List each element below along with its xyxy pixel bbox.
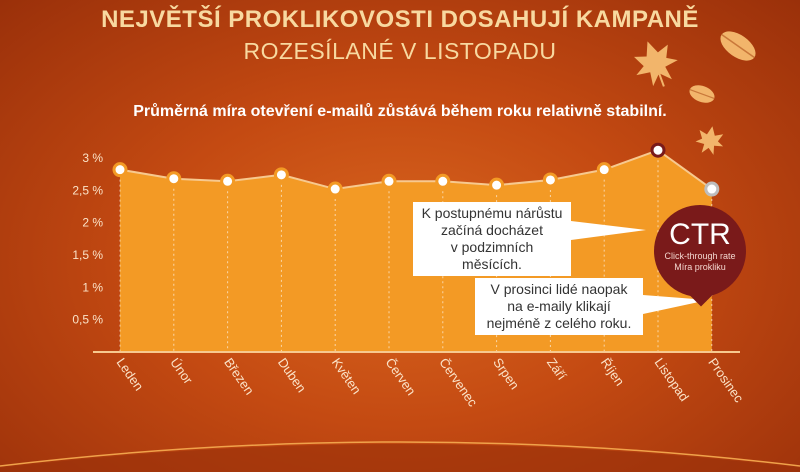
y-tick-label: 3 % xyxy=(82,151,103,165)
callout-autumn: K postupnému nárůstu začíná docházet v p… xyxy=(413,202,571,276)
y-tick-label: 0,5 % xyxy=(72,313,103,327)
data-point xyxy=(435,173,451,189)
callout-autumn-line: v podzimních měsících. xyxy=(450,239,534,272)
ctr-line xyxy=(119,149,713,191)
y-tick-label: 1 % xyxy=(82,280,103,294)
y-tick-label: 1,5 % xyxy=(72,248,103,262)
ctr-badge-title: CTR xyxy=(669,218,731,251)
data-point xyxy=(381,173,397,189)
data-point xyxy=(704,181,720,197)
y-tick-label: 2,5 % xyxy=(72,183,103,197)
leaf-icon xyxy=(720,31,756,61)
data-point xyxy=(273,167,289,183)
data-point xyxy=(596,162,612,178)
callout-autumn-line: začíná docházet xyxy=(441,222,543,238)
callout-autumn-pointer xyxy=(571,221,646,240)
data-point xyxy=(112,162,128,178)
y-axis-ticks: 3 % 2,5 % 2 % 1,5 % 1 % 0,5 % xyxy=(72,151,103,327)
data-points xyxy=(112,142,720,197)
data-point xyxy=(650,142,666,158)
data-point xyxy=(489,177,505,193)
data-point xyxy=(542,172,558,188)
callout-december-line: na e-maily klikají xyxy=(507,298,611,314)
callout-december-line: nejméně z celého roku. xyxy=(486,315,632,331)
page-title: NEJVĚTŠÍ PROKLIKOVOSTI DOSAHUJÍ KAMPANĚ xyxy=(101,6,699,33)
callout-autumn-line: K postupnému nárůstu xyxy=(421,205,563,221)
y-tick-label: 2 % xyxy=(82,216,103,230)
callout-december-line: V prosinci lidé naopak xyxy=(490,281,628,297)
ctr-badge: CTR Click-through rate Míra prokliku xyxy=(654,205,746,297)
data-point xyxy=(166,171,182,187)
page-subtitle: ROZESÍLANÉ V LISTOPADU xyxy=(243,38,557,64)
callout-december: V prosinci lidé naopak na e-maily klikaj… xyxy=(475,278,643,335)
callout-december-pointer xyxy=(643,295,708,314)
leaf-icon xyxy=(689,85,715,103)
ctr-badge-line: Míra prokliku xyxy=(674,262,726,272)
data-point xyxy=(327,181,343,197)
chart-description: Průměrná míra otevření e-mailů zůstává b… xyxy=(133,103,667,120)
ctr-badge-line: Click-through rate xyxy=(664,251,736,261)
leaf-icon xyxy=(695,126,724,155)
leaf-icon xyxy=(633,41,678,87)
data-point xyxy=(220,173,236,189)
